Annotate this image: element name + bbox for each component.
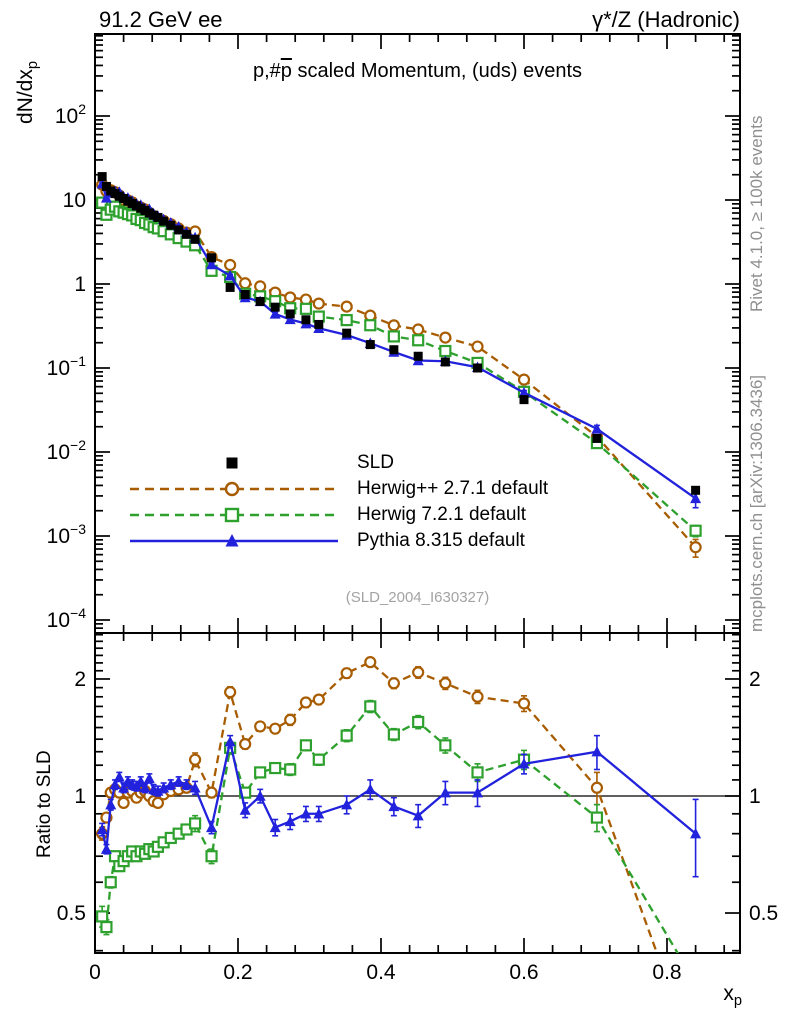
svg-text:2: 2 xyxy=(749,668,761,691)
rivet-version-note: Rivet 4.1.0, ≥ 100k events xyxy=(747,115,766,312)
svg-text:1: 1 xyxy=(749,785,761,808)
mcplots-reference-note: mcplots.cern.ch [arXiv:1306.3436] xyxy=(747,374,766,632)
herwig-7-2-1-default-marker-icon xyxy=(130,507,338,523)
main-y-axis-label: dN/dxp xyxy=(14,61,41,124)
legend-item-label: Herwig 7.2.1 default xyxy=(357,504,526,525)
svg-text:10−4: 10−4 xyxy=(47,605,87,632)
pythia-8-315-default-marker-icon xyxy=(130,534,338,547)
plot-title-text: p,# xyxy=(252,60,281,82)
legend: SLD Herwig++ 2.7.1 default Herwig 7.2.1 de… xyxy=(128,450,548,554)
sld-marker-icon xyxy=(226,457,238,469)
svg-text:0.2: 0.2 xyxy=(223,961,252,984)
svg-text:0.5: 0.5 xyxy=(749,902,778,925)
analysis-id-watermark: (SLD_2004_I630327) xyxy=(345,589,490,606)
plot-title: p,#p scaled Momentum, (uds) events xyxy=(95,60,740,83)
legend-item-pythia-8-315-default: Pythia 8.315 default xyxy=(128,528,548,554)
beam-energy-label: 91.2 GeV ee xyxy=(99,7,223,32)
series-ratio-herwig-2-7-1-default xyxy=(96,656,659,953)
ratio-y-axis-label: Ratio to SLD xyxy=(34,750,55,858)
legend-item-sld: SLD xyxy=(128,450,548,476)
x-axis-label-text: x xyxy=(723,982,734,1005)
plot-title-pbar: p xyxy=(280,60,292,82)
axes-frame xyxy=(94,33,741,954)
legend-item-label: Pythia 8.315 default xyxy=(357,530,525,551)
series-ratio-herwig-7-2-1-default xyxy=(96,699,679,953)
x-axis-label-sub: p xyxy=(733,993,742,1010)
svg-text:0.8: 0.8 xyxy=(652,961,681,984)
svg-text:0: 0 xyxy=(89,961,101,984)
series-main-sld xyxy=(97,172,701,495)
svg-text:0.5: 0.5 xyxy=(57,902,86,925)
svg-text:102: 102 xyxy=(55,101,86,128)
legend-item-label: SLD xyxy=(357,452,394,473)
plot-title-rest: scaled Momentum, (uds) events xyxy=(291,60,583,82)
svg-text:2: 2 xyxy=(74,668,86,691)
series-ratio-pythia-8-315-default xyxy=(96,734,702,878)
herwig-2-7-1-default-marker-icon xyxy=(130,481,338,497)
legend-item-herwig-7-2-1-default: Herwig 7.2.1 default xyxy=(128,502,548,528)
svg-text:1: 1 xyxy=(74,785,86,808)
svg-text:0.6: 0.6 xyxy=(509,961,538,984)
x-axis-label: xp xyxy=(723,982,742,1009)
legend-item-herwig-2-7-1-default: Herwig++ 2.7.1 default xyxy=(128,476,548,502)
svg-text:1: 1 xyxy=(74,273,86,296)
svg-text:10: 10 xyxy=(63,189,86,212)
svg-text:0.4: 0.4 xyxy=(366,961,396,984)
axis-tick-labels: 102 10 1 10−1 10−2 10−3 10−4 2 2 1 1 0.5 0.5 0 0.2 0.4 0… xyxy=(47,101,779,984)
svg-text:10−3: 10−3 xyxy=(47,521,87,548)
process-label: γ*/Z (Hadronic) xyxy=(592,7,740,32)
svg-text:10−2: 10−2 xyxy=(47,437,87,464)
axis-ticks xyxy=(94,34,740,953)
svg-text:10−1: 10−1 xyxy=(47,353,87,380)
legend-item-label: Herwig++ 2.7.1 default xyxy=(357,478,549,499)
main-y-axis-label-sub: p xyxy=(25,60,42,70)
main-y-axis-label-text: dN/dx xyxy=(14,69,37,124)
